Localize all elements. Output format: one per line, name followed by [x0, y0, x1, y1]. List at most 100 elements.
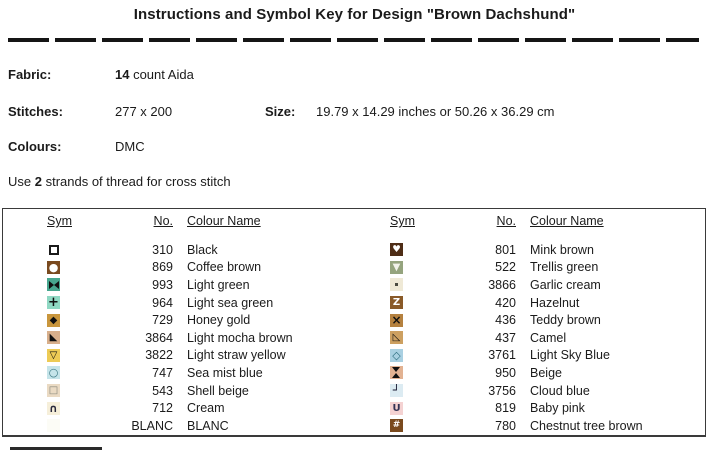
stitch-symbol-icon: ×: [390, 313, 403, 327]
key-header-row: Sym No. Colour Name: [11, 212, 354, 241]
stitch-symbol-icon: ○: [47, 366, 60, 380]
thread-number: 869: [152, 260, 173, 275]
colour-name: Shell beige: [187, 383, 249, 398]
colour-name: Light Sky Blue: [530, 348, 610, 363]
stitch-symbol-icon: ♥: [390, 243, 403, 257]
stitches-line: Stitches: 277 x 200 Size: 19.79 x 14.29 …: [0, 104, 709, 120]
stitch-symbol-icon: ┘: [390, 384, 403, 398]
stitch-symbol-icon: ◇: [390, 348, 403, 362]
column-header-no: No.: [496, 214, 516, 228]
stitch-symbol-icon: [47, 243, 60, 257]
key-row: ▼ 522 Trellis green: [354, 259, 705, 277]
key-row: ▽ 3822 Light straw yellow: [11, 347, 354, 365]
key-row: 310 Black: [11, 241, 354, 259]
thread-number: 3822: [145, 348, 173, 363]
symbol-key-table: Sym No. Colour Name 310 Black ● 869 Coff…: [2, 208, 706, 437]
fabric-value: 14 count Aida: [115, 67, 194, 82]
page-title: Instructions and Symbol Key for Design "…: [133, 6, 576, 23]
stitch-symbol-icon: ◆: [47, 313, 60, 327]
key-row: 3866 Garlic cream: [354, 276, 705, 294]
colours-label: Colours:: [8, 139, 62, 154]
key-row: ○ 747 Sea mist blue: [11, 364, 354, 382]
fabric-line: Fabric: 14 count Aida: [0, 67, 709, 83]
colour-name: Coffee brown: [187, 260, 262, 275]
column-header-sym: Sym: [47, 214, 72, 228]
colour-name: Beige: [530, 365, 562, 380]
stitch-symbol-icon: ◺: [390, 331, 403, 345]
key-row: BLANC BLANC: [11, 417, 354, 435]
fabric-label: Fabric:: [8, 67, 52, 82]
colour-name: BLANC: [187, 418, 229, 433]
size-value: 19.79 x 14.29 inches or 50.26 x 36.29 cm: [316, 104, 555, 119]
colour-name: Sea mist blue: [187, 365, 263, 380]
key-row: ◇ 3761 Light Sky Blue: [354, 347, 705, 365]
stitches-value: 277 x 200: [115, 104, 173, 119]
stitch-symbol-icon: +: [47, 296, 60, 310]
stitch-symbol-icon: ∩: [47, 401, 60, 415]
thread-number: 543: [152, 383, 173, 398]
size-label: Size:: [265, 104, 296, 119]
key-row: ◺ 437 Camel: [354, 329, 705, 347]
stitch-symbol-icon: ▽: [47, 348, 60, 362]
thread-number: 819: [495, 401, 516, 416]
colour-name: Baby pink: [530, 401, 585, 416]
key-row: 993 Light green: [11, 276, 354, 294]
stitch-symbol-icon: □: [47, 384, 60, 398]
key-row: # 780 Chestnut tree brown: [354, 417, 705, 435]
stitch-symbol-icon: #: [390, 419, 403, 433]
thread-number: 3761: [488, 348, 516, 363]
stitch-symbol-icon: [390, 278, 403, 292]
separator-line: [8, 38, 699, 42]
colour-name: Hazelnut: [530, 295, 580, 310]
stitch-symbol-icon: ◣: [47, 331, 60, 345]
colours-value: DMC: [115, 139, 145, 154]
colour-name: Camel: [530, 330, 567, 345]
stitch-symbol-icon: ●: [47, 260, 60, 274]
stitches-label: Stitches:: [8, 104, 63, 119]
bottom-separator-line: [10, 447, 102, 450]
colour-name: Light sea green: [187, 295, 274, 310]
thread-number: 420: [495, 295, 516, 310]
key-row: Z 420 Hazelnut: [354, 294, 705, 312]
key-row: + 964 Light sea green: [11, 294, 354, 312]
colour-name: Cream: [187, 401, 225, 416]
colour-name: Garlic cream: [530, 277, 601, 292]
thread-number: 3864: [145, 330, 173, 345]
column-header-sym: Sym: [390, 214, 415, 228]
thread-number: 780: [495, 418, 516, 433]
key-row: ◣ 3864 Light mocha brown: [11, 329, 354, 347]
thread-number: 436: [495, 313, 516, 328]
thread-number: 712: [152, 401, 173, 416]
thread-number: 437: [495, 330, 516, 345]
thread-number: 729: [152, 313, 173, 328]
colour-name: Teddy brown: [530, 313, 601, 328]
thread-number: 950: [495, 365, 516, 380]
key-row: ┘ 3756 Cloud blue: [354, 382, 705, 400]
thread-number: 522: [495, 260, 516, 275]
colour-name: Honey gold: [187, 313, 251, 328]
stitch-symbol-icon: U: [390, 401, 403, 415]
colour-name: Trellis green: [530, 260, 599, 275]
thread-number: 964: [152, 295, 173, 310]
key-row: × 436 Teddy brown: [354, 311, 705, 329]
thread-number: 3866: [488, 277, 516, 292]
strands-note: Use 2 strands of thread for cross stitch: [8, 174, 231, 189]
key-column-right: Sym No. Colour Name ♥ 801 Mink brown ▼ 5…: [354, 209, 705, 435]
key-row: 950 Beige: [354, 364, 705, 382]
column-header-no: No.: [153, 214, 173, 228]
thread-number: 3756: [488, 383, 516, 398]
stitch-symbol-icon: Z: [390, 296, 403, 310]
thread-number: BLANC: [131, 418, 173, 433]
key-row: ∩ 712 Cream: [11, 399, 354, 417]
thread-number: 747: [152, 365, 173, 380]
colour-name: Chestnut tree brown: [530, 418, 643, 433]
stitch-symbol-icon: [47, 278, 60, 292]
column-header-colour-name: Colour Name: [530, 214, 604, 228]
colour-name: Light mocha brown: [187, 330, 293, 345]
stitch-symbol-icon: [47, 419, 60, 433]
key-column-left: Sym No. Colour Name 310 Black ● 869 Coff…: [3, 209, 354, 435]
colour-name: Black: [187, 242, 218, 257]
key-row: ♥ 801 Mink brown: [354, 241, 705, 259]
thread-number: 993: [152, 277, 173, 292]
